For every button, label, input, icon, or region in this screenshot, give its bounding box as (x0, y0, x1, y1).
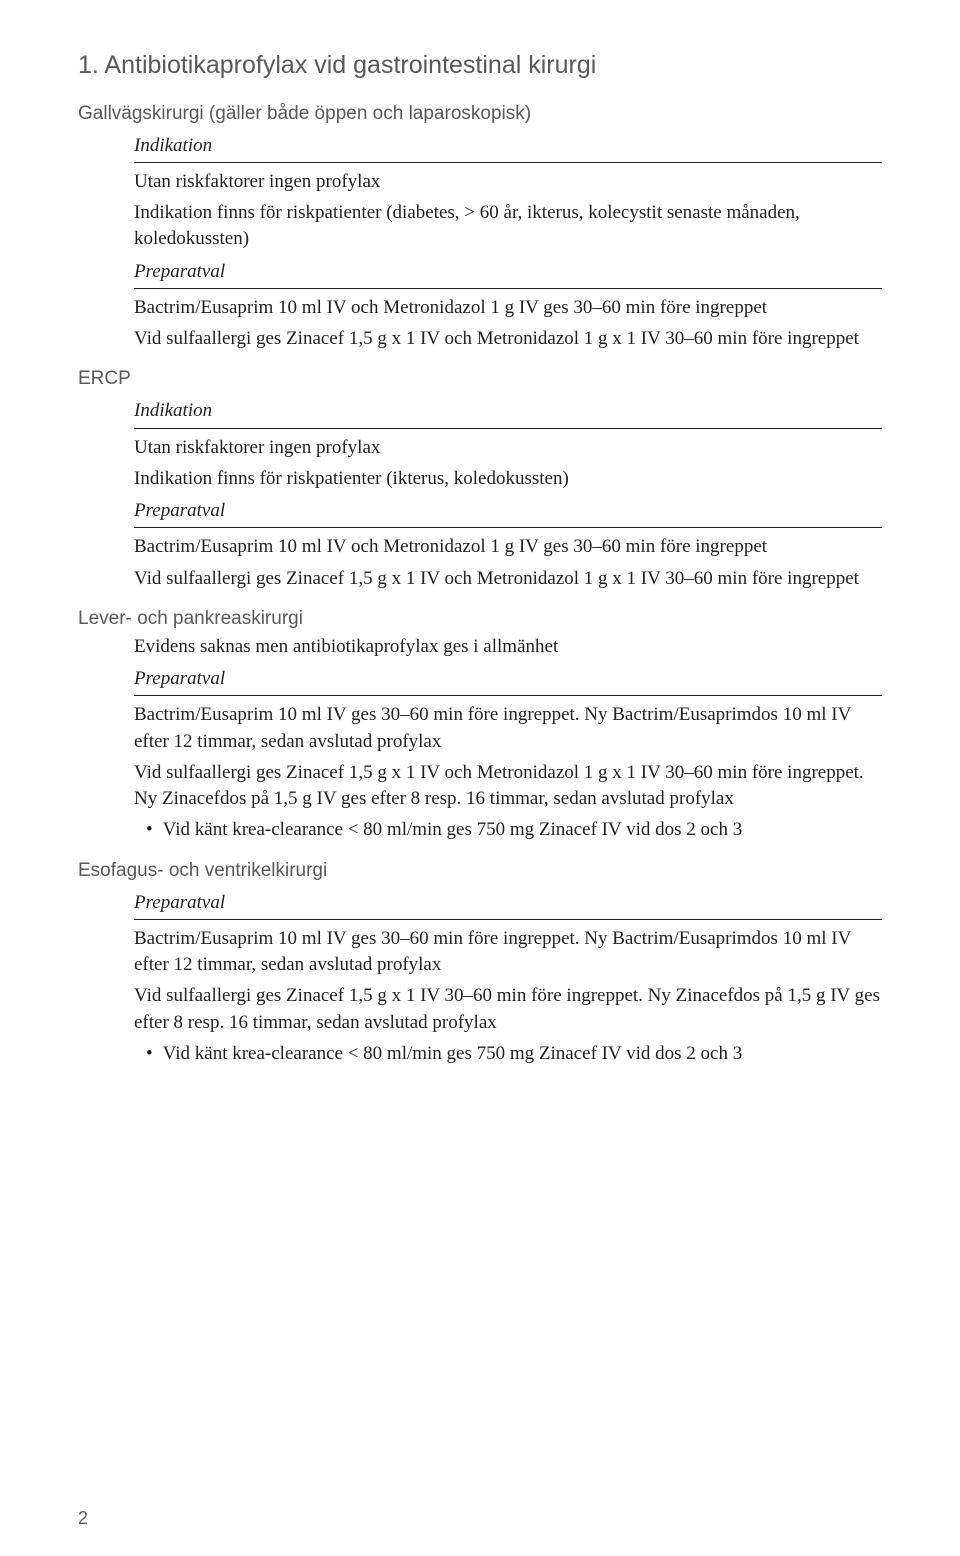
section-heading: Gallvägskirurgi (gäller både öppen och l… (78, 101, 882, 127)
indikation-header: Indikation (134, 398, 882, 428)
bullet-item: • Vid känt krea-clearance < 80 ml/min ge… (146, 817, 882, 843)
section-heading: ERCP (78, 366, 882, 392)
section-lever-pankreas: Lever- och pankreaskirurgi Evidens sakna… (78, 606, 882, 844)
preparatval-line: Bactrim/Eusaprim 10 ml IV och Metronidaz… (134, 295, 882, 321)
preparatval-header: Preparatval (134, 498, 882, 528)
section-heading: Esofagus- och ventrikelkirurgi (78, 858, 882, 884)
indikation-line: Indikation finns för riskpatienter (diab… (134, 200, 882, 252)
indikation-line: Utan riskfaktorer ingen profylax (134, 169, 882, 195)
indikation-header: Indikation (134, 133, 882, 163)
indikation-line: Utan riskfaktorer ingen profylax (134, 435, 882, 461)
preparatval-header: Preparatval (134, 666, 882, 696)
preparatval-line: Vid sulfaallergi ges Zinacef 1,5 g x 1 I… (134, 760, 882, 812)
section-esofagus-ventrikel: Esofagus- och ventrikelkirurgi Preparatv… (78, 858, 882, 1068)
bullet-icon: • (146, 1041, 153, 1067)
section-ercp: ERCP Indikation Utan riskfaktorer ingen … (78, 366, 882, 592)
indikation-line: Indikation finns för riskpatienter (ikte… (134, 466, 882, 492)
bullet-text: Vid känt krea-clearance < 80 ml/min ges … (163, 1041, 743, 1067)
section-gallvagskirurgi: Gallvägskirurgi (gäller både öppen och l… (78, 101, 882, 353)
section-heading: Lever- och pankreaskirurgi (78, 606, 882, 632)
bullet-item: • Vid känt krea-clearance < 80 ml/min ge… (146, 1041, 882, 1067)
bullet-icon: • (146, 817, 153, 843)
preparatval-line: Bactrim/Eusaprim 10 ml IV ges 30–60 min … (134, 702, 882, 754)
page-number: 2 (78, 1506, 88, 1531)
bullet-text: Vid känt krea-clearance < 80 ml/min ges … (163, 817, 743, 843)
intro-line: Evidens saknas men antibiotikaprofylax g… (134, 634, 882, 660)
page-title: 1. Antibiotikaprofylax vid gastrointesti… (78, 48, 882, 83)
preparatval-line: Vid sulfaallergi ges Zinacef 1,5 g x 1 I… (134, 566, 882, 592)
preparatval-header: Preparatval (134, 259, 882, 289)
preparatval-header: Preparatval (134, 890, 882, 920)
preparatval-line: Bactrim/Eusaprim 10 ml IV och Metronidaz… (134, 534, 882, 560)
preparatval-line: Vid sulfaallergi ges Zinacef 1,5 g x 1 I… (134, 983, 882, 1035)
preparatval-line: Vid sulfaallergi ges Zinacef 1,5 g x 1 I… (134, 326, 882, 352)
preparatval-line: Bactrim/Eusaprim 10 ml IV ges 30–60 min … (134, 926, 882, 978)
